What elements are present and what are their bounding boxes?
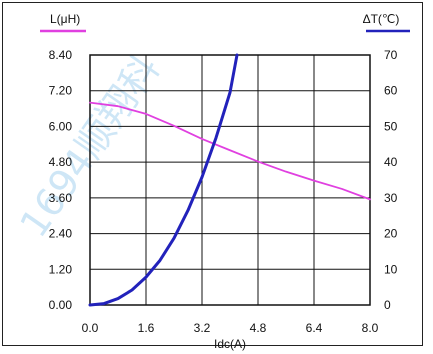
y-right-tick-label: 50 — [384, 119, 398, 133]
y-left-tick-label: 6.00 — [49, 119, 73, 133]
y-left-axis-label: L(μH) — [50, 12, 80, 26]
series-lines — [88, 53, 371, 307]
y-right-tick-label: 10 — [384, 262, 398, 276]
grid — [90, 55, 370, 305]
series-line-inductance — [89, 101, 371, 201]
x-tick-label: 1.6 — [138, 321, 155, 335]
y-left-tick-label: 1.20 — [49, 262, 73, 276]
chart-frame — [2, 2, 423, 346]
x-tick-label: 4.8 — [250, 321, 267, 335]
plot-border — [89, 54, 371, 306]
x-tick-label: 8.0 — [362, 321, 379, 335]
x-axis-label: Idc(A) — [214, 337, 246, 351]
y-left-tick-label: 3.60 — [49, 191, 73, 205]
y-right-axis-ticks: 0 10 20 30 40 50 60 70 — [384, 48, 398, 312]
y-right-tick-label: 60 — [384, 84, 398, 98]
y-right-tick-label: 30 — [384, 191, 398, 205]
y-left-tick-label: 0.00 — [49, 298, 73, 312]
y-right-tick-label: 20 — [384, 227, 398, 241]
x-tick-label: 3.2 — [194, 321, 211, 335]
y-right-axis-label: ΔT(℃) — [363, 12, 400, 26]
y-right-tick-label: 70 — [384, 48, 398, 62]
y-right-tick-label: 0 — [384, 298, 391, 312]
x-tick-label: 6.4 — [306, 321, 323, 335]
y-left-tick-label: 4.80 — [49, 155, 73, 169]
x-axis-ticks: 0.0 1.6 3.2 4.8 6.4 8.0 — [82, 321, 379, 335]
y-left-axis-ticks: 0.00 1.20 2.40 3.60 4.80 6.00 7.20 8.40 — [49, 48, 73, 312]
y-left-tick-label: 8.40 — [49, 48, 73, 62]
series-line-temperature-rise — [88, 53, 239, 307]
y-left-tick-label: 7.20 — [49, 84, 73, 98]
y-left-tick-label: 2.40 — [49, 227, 73, 241]
x-tick-label: 0.0 — [82, 321, 99, 335]
y-right-tick-label: 40 — [384, 155, 398, 169]
